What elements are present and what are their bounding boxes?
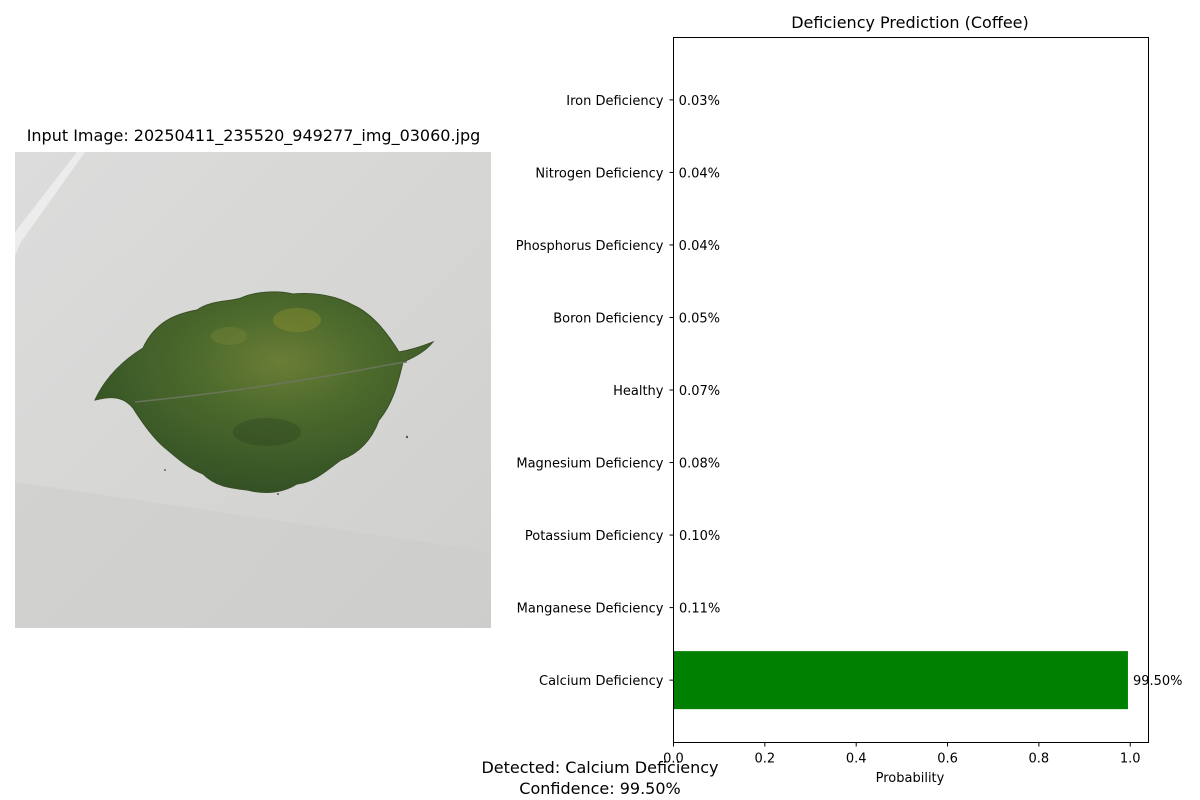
detected-text: Detected: Calcium Deficiency — [481, 758, 719, 777]
bars-group — [673, 70, 1128, 710]
data-label: 0.10% — [679, 529, 720, 544]
x-tick-label: 0.8 — [1029, 752, 1050, 767]
x-tick-label: 1.0 — [1120, 752, 1141, 767]
data-label: 99.50% — [1133, 674, 1183, 689]
plot-area-frame — [673, 37, 1149, 743]
y-tick-label: Potassium Deficiency — [525, 529, 664, 544]
x-axis-ticks: 0.0 0.2 0.4 0.6 0.8 1.0 — [663, 742, 1141, 767]
y-tick-label: Healthy — [613, 384, 664, 399]
y-tick-label: Magnesium Deficiency — [516, 457, 663, 472]
x-tick-label: 0.2 — [755, 752, 776, 767]
x-tick-label: 0.0 — [663, 752, 684, 767]
chart-title: Deficiency Prediction (Coffee) — [791, 13, 1029, 32]
y-tick-label: Iron Deficiency — [566, 94, 664, 109]
data-label: 0.11% — [679, 602, 720, 617]
data-labels-group: 99.50% 0.11% 0.10% 0.08% 0.07% 0.05% 0.04% 0.04… — [679, 94, 1183, 689]
y-tick-label: Calcium Deficiency — [539, 674, 664, 689]
data-label: 0.04% — [679, 166, 720, 181]
confidence-text: Confidence: 99.50% — [519, 779, 681, 798]
data-label: 0.05% — [679, 311, 720, 326]
input-image-panel: Input Image: 20250411_235520_949277_img_… — [0, 0, 500, 800]
bar — [673, 651, 1128, 710]
y-axis-ticks: Calcium Deficiency Manganese Deficiency Po… — [516, 94, 674, 689]
x-tick-label: 0.6 — [937, 752, 958, 767]
leaf-image — [15, 152, 491, 628]
input-image-title: Input Image: 20250411_235520_949277_img_… — [26, 126, 481, 145]
y-tick-label: Manganese Deficiency — [517, 602, 664, 617]
x-tick-label: 0.4 — [846, 752, 867, 767]
y-tick-label: Nitrogen Deficiency — [535, 166, 663, 181]
result-summary: Detected: Calcium Deficiency Confidence:… — [400, 757, 800, 799]
data-label: 0.04% — [679, 239, 720, 254]
y-tick-label: Phosphorus Deficiency — [516, 239, 664, 254]
x-axis-label: Probability — [876, 771, 945, 786]
data-label: 0.07% — [679, 384, 720, 399]
data-label: 0.08% — [679, 457, 720, 472]
data-label: 0.03% — [679, 94, 720, 109]
y-tick-label: Boron Deficiency — [553, 311, 664, 326]
